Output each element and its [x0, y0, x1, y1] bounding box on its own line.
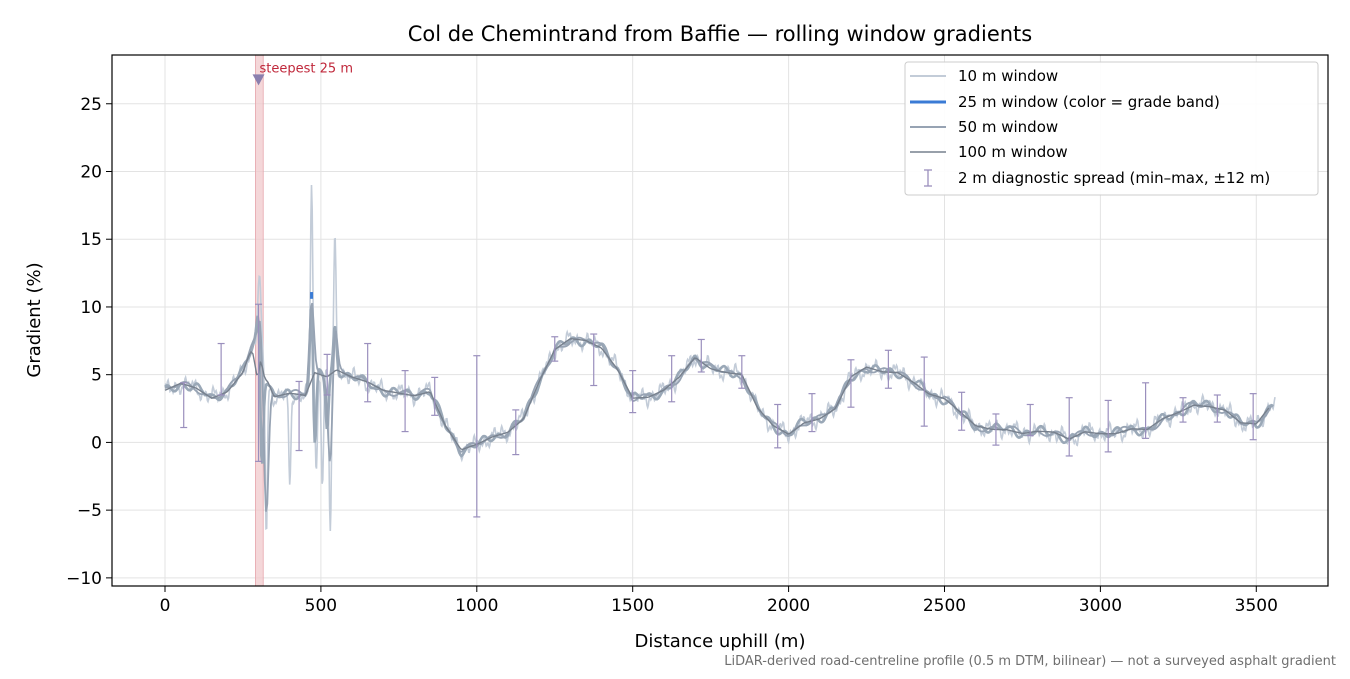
legend-label-10m: 10 m window [958, 67, 1058, 85]
legend-box [904, 61, 1319, 196]
x-tick-label: 500 [305, 596, 337, 616]
x-tick-label: 1500 [611, 596, 654, 616]
spread-bar [295, 380, 303, 452]
spread-bar [697, 338, 705, 373]
legend-label-spread: 2 m diagnostic spread (min–max, ±12 m) [958, 169, 1270, 187]
y-tick-label: −10 [66, 569, 102, 589]
spread-bar [668, 355, 676, 403]
y-axis-label: Gradient (%) [24, 262, 45, 377]
legend-label-50m: 50 m window [958, 118, 1058, 136]
spread-bar [255, 303, 263, 462]
x-tick-label: 2000 [767, 596, 810, 616]
legend-swatch-spread [924, 169, 932, 187]
spread-bar [847, 359, 855, 408]
x-axis-label: Distance uphill (m) [635, 631, 806, 652]
spread-bar [431, 376, 439, 416]
spread-bar [364, 342, 372, 403]
spread-bar [958, 391, 966, 431]
spread-bar [808, 393, 816, 433]
legend-label-100m: 100 m window [958, 143, 1068, 161]
footnote: LiDAR-derived road-centreline profile (0… [724, 654, 1336, 669]
spread-bar [1142, 382, 1150, 439]
spread-bar [401, 370, 409, 433]
y-tick-label: 20 [80, 162, 102, 182]
series-25m-line [164, 308, 1275, 464]
spread-bar [512, 409, 520, 456]
x-tick-label: 0 [160, 596, 171, 616]
y-tick-label: 15 [80, 230, 102, 250]
spread-bar [774, 403, 782, 449]
spread-bar [217, 342, 225, 396]
spread-bar [1213, 394, 1221, 423]
legend-label-25m: 25 m window (color = grade band) [958, 93, 1220, 111]
spread-bar [738, 355, 746, 389]
y-tick-label: 25 [80, 95, 102, 115]
x-tick-label: 2500 [923, 596, 966, 616]
spread-bar [551, 336, 559, 362]
spread-bar [884, 349, 892, 389]
y-tick-label: 5 [91, 366, 102, 386]
y-tick-label: −5 [77, 501, 102, 521]
x-tick-label: 3500 [1235, 596, 1278, 616]
chart-title: Col de Chemintrand from Baffie — rolling… [408, 22, 1032, 46]
y-tick-label: 0 [91, 433, 102, 453]
x-tick-label: 1000 [455, 596, 498, 616]
spread-bar [920, 356, 928, 427]
spread-bar [323, 353, 331, 396]
spread-bar [992, 413, 1000, 446]
spread-bar [1026, 403, 1034, 437]
legend: 10 m window 25 m window (color = grade b… [904, 61, 1319, 196]
spread-bar [1249, 393, 1257, 441]
spread-bar [1179, 397, 1187, 423]
spread-bar [1065, 397, 1073, 457]
series-100m-line [164, 338, 1270, 451]
steepest-annotation: steepest 25 m [260, 61, 353, 76]
spread-bar [1104, 399, 1112, 453]
spread-bar [590, 333, 598, 387]
steepest-marker [252, 74, 265, 86]
x-tick-label: 3000 [1079, 596, 1122, 616]
y-tick-label: 10 [80, 298, 102, 318]
plot-frame [111, 54, 1329, 587]
spread-bar [629, 370, 637, 414]
spread-bar [473, 355, 481, 518]
spread-bar [180, 382, 188, 429]
